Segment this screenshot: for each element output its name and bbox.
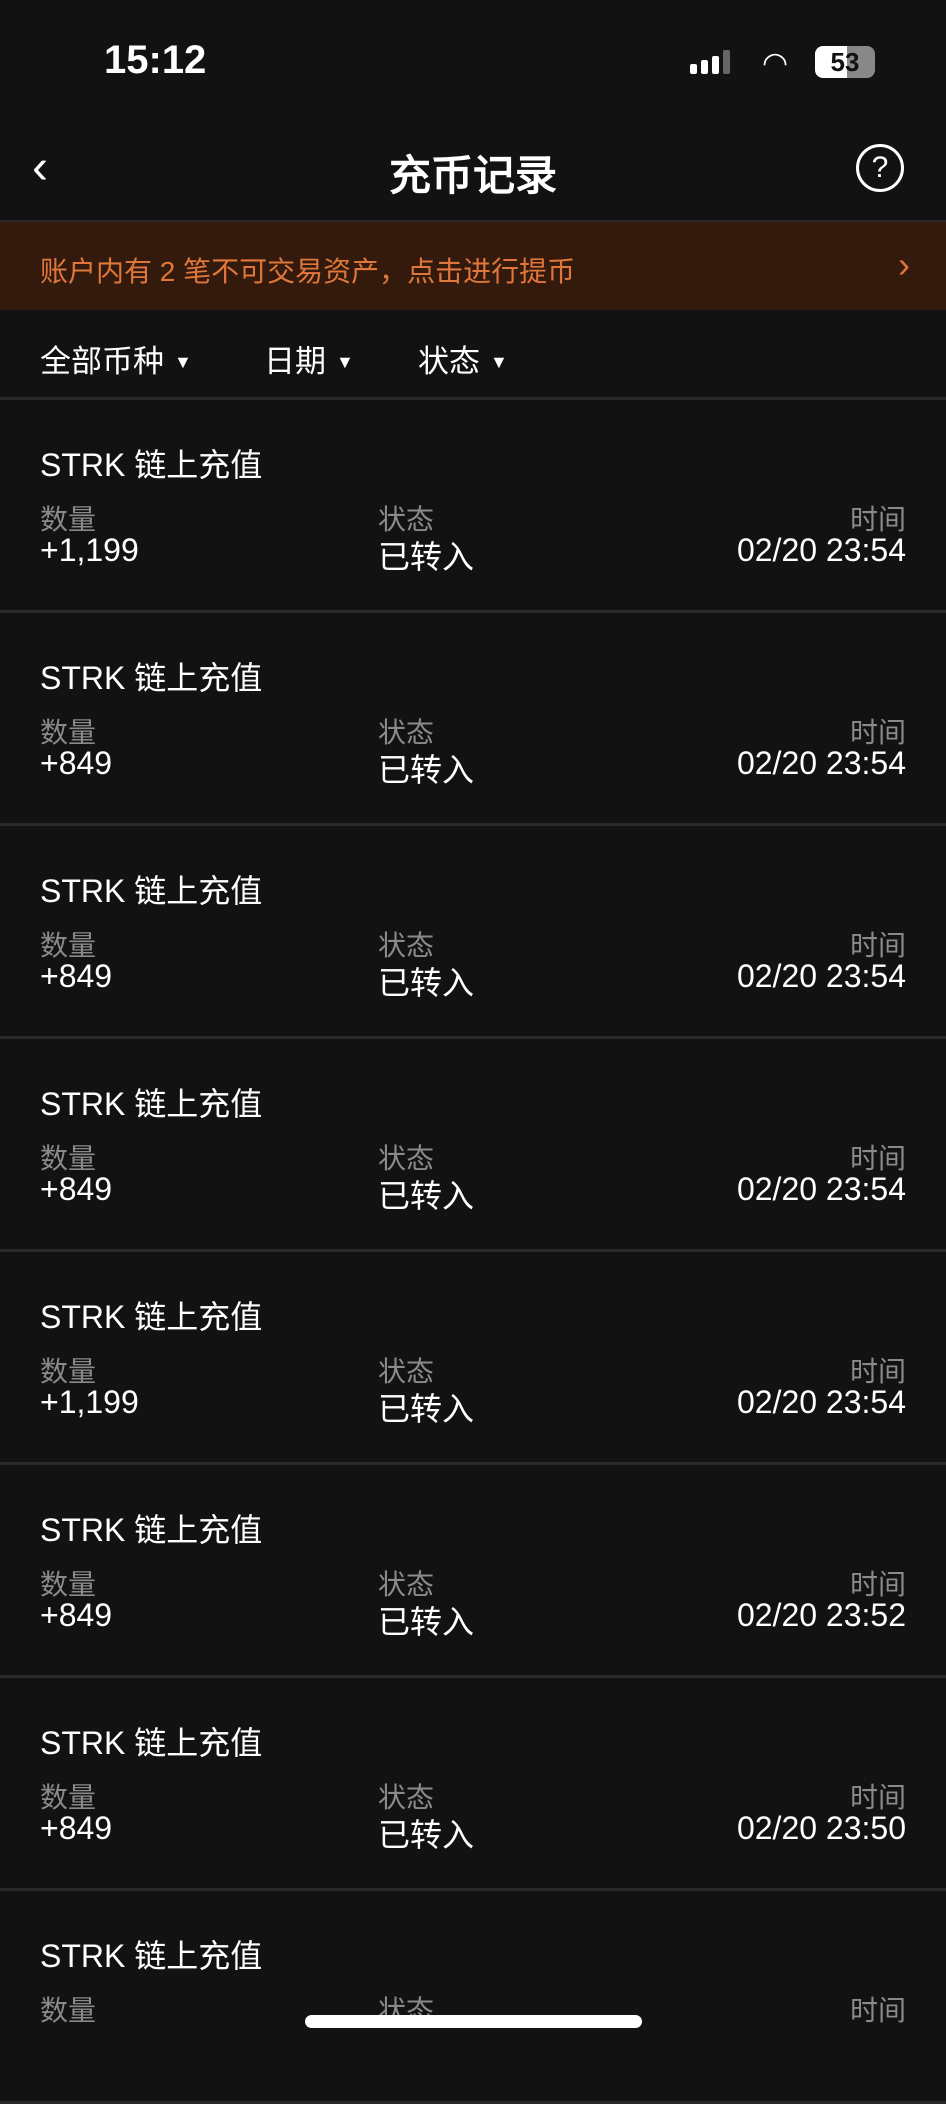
record-status: 已转入 [378,539,475,575]
time-label: 时间 [849,1143,906,1174]
amount-label: 数量 [40,504,97,535]
status-bar: 15:12 ◠ 53 [0,0,946,120]
back-button[interactable]: ‹ [32,140,48,195]
amount-label: 数量 [40,930,97,961]
amount-label: 数量 [40,717,97,748]
record-time: 02/20 23:54 [736,532,906,568]
status-label: 状态 [378,504,435,535]
filter-currency[interactable]: 全部币种 ▼ [40,336,192,381]
time-label: 时间 [849,1995,906,2026]
record-time: 02/20 23:54 [736,745,906,781]
record-status: 已转入 [378,965,475,1001]
record-title: STRK 链上充值 [40,1299,263,1335]
filter-label: 日期 [264,344,326,379]
record-title: STRK 链上充值 [40,873,263,909]
amount-label: 数量 [40,1143,97,1174]
time-label: 时间 [849,717,906,748]
filter-label: 全部币种 [40,344,164,379]
filter-status[interactable]: 状态 ▼ [418,336,508,381]
wifi-icon: ◠ [762,47,789,80]
status-label: 状态 [378,1569,435,1600]
record-status: 已转入 [378,752,475,788]
filter-label: 状态 [418,344,480,379]
record-list: STRK 链上充值 数量 状态 时间 +1,199 已转入 02/20 23:54… [0,400,946,2104]
record-time: 02/20 23:52 [736,1597,906,1633]
record-status: 已转入 [378,1391,475,1427]
help-button[interactable]: ? [856,144,904,192]
amount-label: 数量 [40,1356,97,1387]
amount-label: 数量 [40,1782,97,1813]
record-amount: +849 [40,745,113,781]
status-label: 状态 [378,1782,435,1813]
record-row[interactable]: STRK 链上充值 数量 状态 时间 +849 已转入 02/20 23:54 [0,1039,946,1252]
status-label: 状态 [378,1143,435,1174]
status-label: 状态 [378,930,435,961]
caret-down-icon: ▼ [336,352,354,372]
record-status: 已转入 [378,1604,475,1640]
banner-text: 账户内有 2 笔不可交易资产，点击进行提币 [40,256,576,287]
filter-date[interactable]: 日期 ▼ [264,336,354,381]
record-status: 已转入 [378,1178,475,1214]
record-title: STRK 链上充值 [40,1938,263,1974]
chevron-right-icon: › [898,244,910,285]
filter-bar: 全部币种 ▼ 日期 ▼ 状态 ▼ [0,310,946,400]
amount-label: 数量 [40,1569,97,1600]
record-title: STRK 链上充值 [40,1725,263,1761]
page-title: 充币记录 [388,152,557,199]
status-label: 状态 [378,717,435,748]
battery-icon: 53 [815,46,875,78]
record-row[interactable]: STRK 链上充值 数量 状态 时间 +849 已转入 02/20 23:54 [0,613,946,826]
record-amount: +849 [40,1171,113,1207]
record-amount: +849 [40,1597,113,1633]
record-time: 02/20 23:54 [736,1171,906,1207]
caret-down-icon: ▼ [490,352,508,372]
nav-bar: ‹ 充币记录 ? [0,120,946,220]
record-time: 02/20 23:54 [736,958,906,994]
record-row[interactable]: STRK 链上充值 数量 状态 时间 [0,1891,946,2104]
record-amount: +849 [40,1810,113,1846]
signal-icon [690,50,730,74]
record-title: STRK 链上充值 [40,1086,263,1122]
record-amount: +1,199 [40,532,139,568]
home-indicator[interactable] [305,2015,642,2028]
caret-down-icon: ▼ [174,352,192,372]
status-label: 状态 [378,1356,435,1387]
record-title: STRK 链上充值 [40,447,263,483]
record-amount: +1,199 [40,1384,139,1420]
record-row[interactable]: STRK 链上充值 数量 状态 时间 +849 已转入 02/20 23:54 [0,826,946,1039]
time-label: 时间 [849,1569,906,1600]
record-row[interactable]: STRK 链上充值 数量 状态 时间 +1,199 已转入 02/20 23:54 [0,400,946,613]
record-title: STRK 链上充值 [40,1512,263,1548]
time-label: 时间 [849,1356,906,1387]
amount-label: 数量 [40,1995,97,2026]
chevron-left-icon: ‹ [32,141,48,194]
time-label: 时间 [849,930,906,961]
time-label: 时间 [849,504,906,535]
record-amount: +849 [40,958,113,994]
record-status: 已转入 [378,1817,475,1853]
record-row[interactable]: STRK 链上充值 数量 状态 时间 +849 已转入 02/20 23:50 [0,1678,946,1891]
record-time: 02/20 23:50 [736,1810,906,1846]
record-title: STRK 链上充值 [40,660,263,696]
withdraw-banner[interactable]: 账户内有 2 笔不可交易资产，点击进行提币 › [0,220,946,310]
time-label: 时间 [849,1782,906,1813]
record-time: 02/20 23:54 [736,1384,906,1420]
status-time: 15:12 [104,38,207,82]
record-row[interactable]: STRK 链上充值 数量 状态 时间 +1,199 已转入 02/20 23:54 [0,1252,946,1465]
record-row[interactable]: STRK 链上充值 数量 状态 时间 +849 已转入 02/20 23:52 [0,1465,946,1678]
question-circle-icon: ? [871,151,889,184]
